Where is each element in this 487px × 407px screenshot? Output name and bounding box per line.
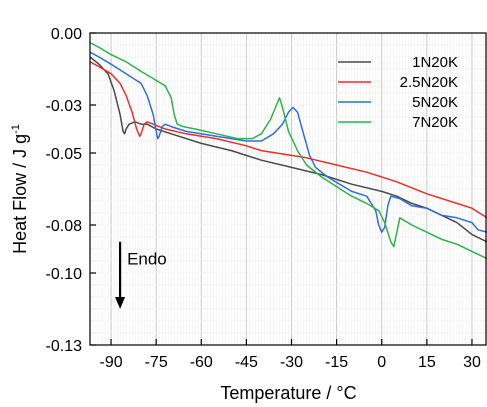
- y-tick-label: -0.08: [46, 218, 83, 235]
- y-axis-title-superscript: -1: [10, 124, 22, 134]
- legend-label: 1N20K: [412, 54, 458, 71]
- y-axis-title-main: Heat Flow / J g: [10, 134, 30, 254]
- series-line-3: [89, 51, 487, 233]
- y-tick-label: 0.00: [51, 26, 82, 43]
- x-tick-label: -45: [235, 354, 258, 371]
- endo-annotation: Endo: [115, 241, 167, 309]
- x-tick-label: 15: [418, 354, 436, 371]
- x-tick-label: -15: [325, 354, 348, 371]
- series-line-1: [89, 56, 487, 243]
- x-tick-label: -30: [280, 354, 303, 371]
- endo-label: Endo: [127, 250, 167, 269]
- x-tick-label: 30: [463, 354, 481, 371]
- endo-arrow-head: [115, 297, 126, 309]
- grid: [89, 33, 487, 345]
- y-tick-label: -0.05: [46, 146, 83, 163]
- x-tick-label: -75: [145, 354, 168, 371]
- x-axis-title: Temperature / °C: [220, 383, 356, 403]
- legend-label: 5N20K: [412, 94, 458, 111]
- y-tick-label: -0.10: [46, 266, 83, 283]
- series-lines: [89, 41, 487, 260]
- y-tick-label: -0.13: [46, 338, 83, 355]
- legend-label: 7N20K: [412, 114, 458, 131]
- legend-label: 2.5N20K: [400, 74, 458, 91]
- x-tick-label: -60: [190, 354, 213, 371]
- y-axis-ticks: 0.00 -0.03 -0.05 -0.08 -0.10 -0.13: [46, 26, 96, 355]
- x-tick-label: -90: [99, 354, 122, 371]
- x-tick-label: 0: [377, 354, 386, 371]
- legend: 1N20K 2.5N20K 5N20K 7N20K: [338, 54, 458, 131]
- series-line-4: [89, 41, 487, 260]
- x-axis-ticks: -90 -75 -60 -45 -30 -15 0 15 30: [99, 339, 481, 371]
- y-tick-label: -0.03: [46, 98, 83, 115]
- y-axis-title: Heat Flow / J g-1: [10, 124, 30, 254]
- plot-frame: [89, 32, 487, 346]
- series-line-2: [89, 61, 487, 219]
